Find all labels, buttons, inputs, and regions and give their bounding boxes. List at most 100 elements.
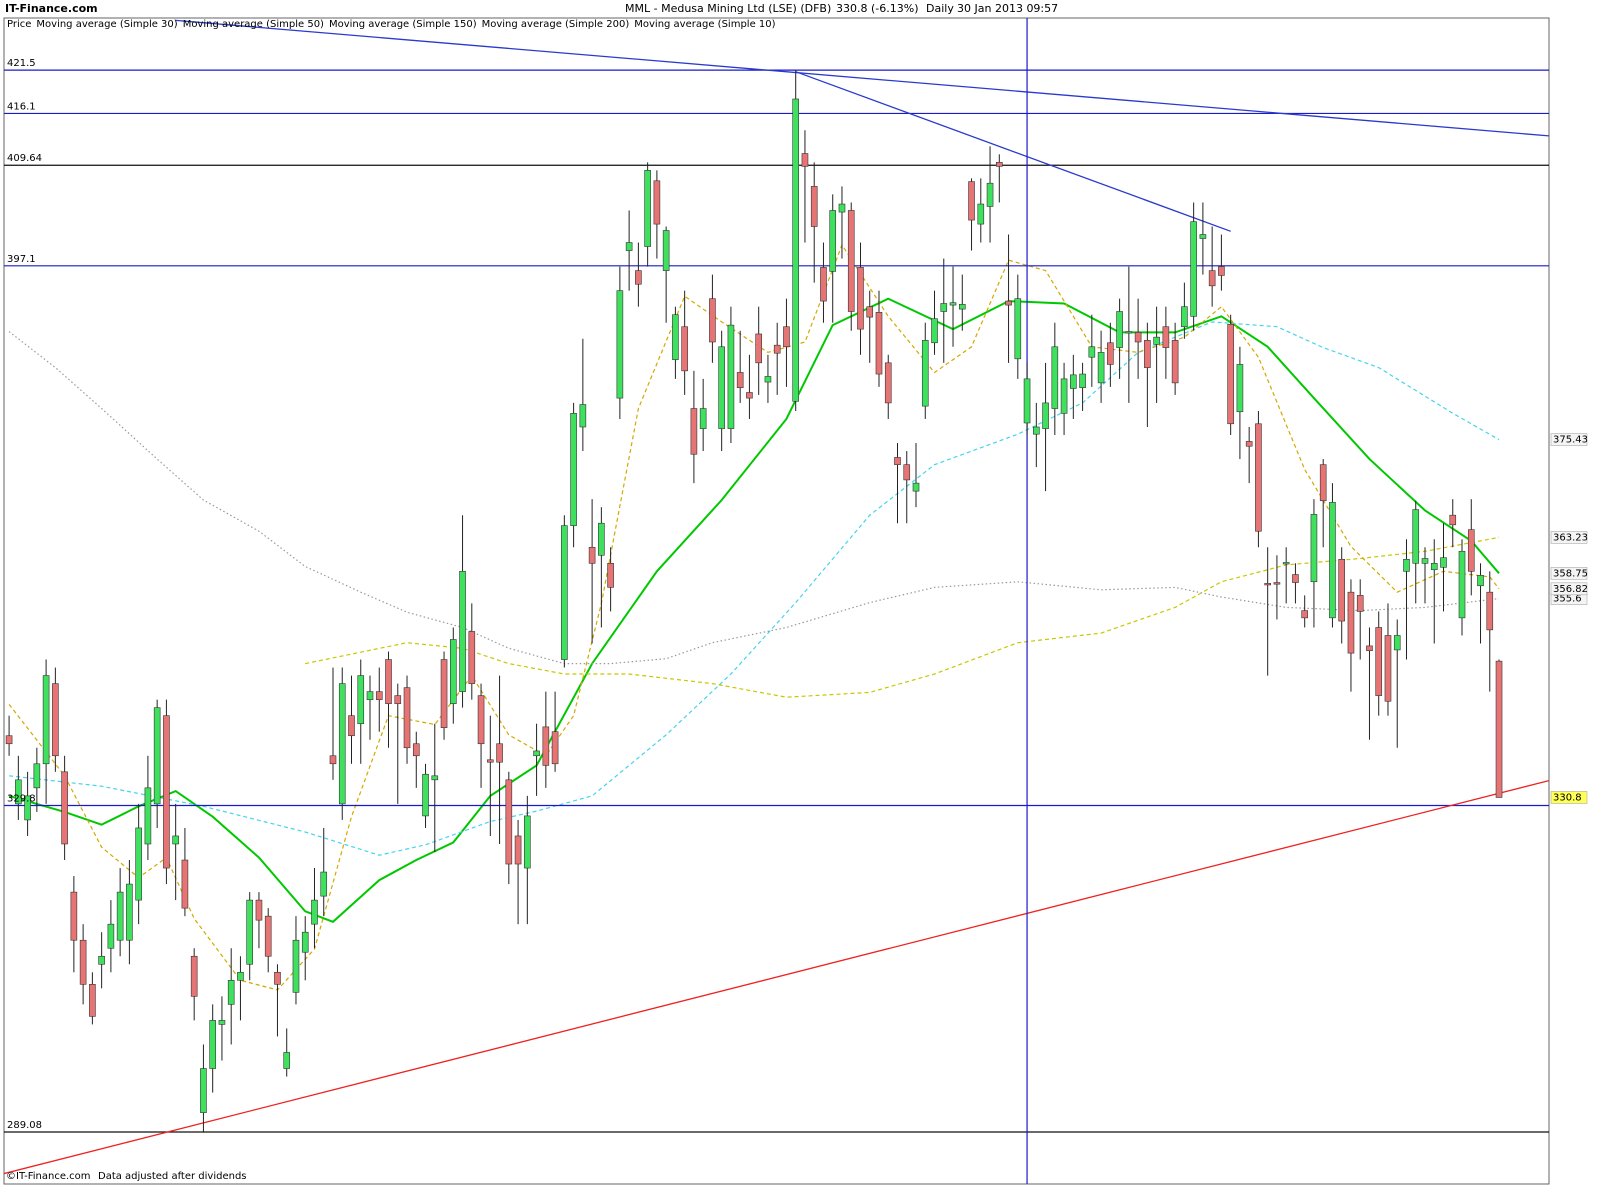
candle-body [635, 270, 642, 285]
candle-body [949, 302, 957, 306]
trendline [795, 71, 1231, 232]
trendline [175, 19, 1549, 137]
candle-body [1171, 340, 1179, 384]
overlays [4, 18, 1549, 1184]
candle-body [1107, 342, 1114, 365]
candle-body [1079, 373, 1086, 388]
candle-body [644, 170, 651, 247]
candle-body [70, 891, 78, 941]
candle-body [1005, 300, 1012, 306]
value-label: 363.23 [1553, 532, 1588, 543]
candle-body [1218, 266, 1225, 276]
value-box [1550, 567, 1588, 580]
candle-body [496, 743, 503, 763]
candle-body [533, 750, 540, 757]
candle-body [144, 787, 152, 845]
value-label: 358.75 [1553, 568, 1588, 579]
candle-body [1338, 558, 1346, 622]
legend-entry: Moving average (Simple 10) [634, 19, 775, 30]
legend-entry: Moving average (Simple 200) [482, 19, 630, 30]
candle-body [1301, 610, 1308, 619]
candle-body [1162, 326, 1170, 348]
candle-body [894, 457, 901, 465]
candle-body [1088, 346, 1096, 358]
legend-entry: Price [7, 19, 31, 30]
value-label: 330.8 [1553, 792, 1582, 803]
candle-body [52, 683, 59, 757]
candle-body [1477, 575, 1484, 587]
candle-body [1486, 591, 1494, 631]
candle-body [968, 181, 975, 221]
candle-body [1449, 514, 1457, 526]
candle-body [1033, 426, 1040, 435]
candle-body [625, 242, 633, 251]
candle-body [459, 571, 466, 692]
candle-body [1375, 627, 1383, 696]
candle-body [690, 408, 698, 455]
candle-body [348, 715, 355, 737]
candle-body [116, 891, 124, 941]
candle-body [1458, 550, 1466, 619]
labels: 421.5 416.1 409.64 397.1 329.8 289.08 Price Mov… [7, 19, 1588, 1131]
candle-body [1255, 423, 1262, 532]
candle-body [940, 303, 948, 312]
candle-body [172, 835, 179, 845]
legend-entry: Moving average (Simple 150) [329, 19, 477, 30]
candle-body [255, 899, 263, 921]
candle-body [1495, 660, 1503, 798]
candle-body [218, 1020, 226, 1025]
candle-body [1412, 509, 1420, 564]
candle-body [931, 318, 938, 344]
chart-title: MML - Medusa Mining Ltd (LSE) (DFB) [625, 2, 831, 15]
candle-body [588, 546, 596, 564]
candle-body [33, 763, 41, 789]
candle-body [403, 687, 411, 749]
candle-body [1153, 336, 1160, 345]
moving-average-line [9, 321, 1500, 856]
candle-body [385, 659, 392, 704]
candle-body [42, 675, 50, 765]
candle-body [662, 230, 670, 271]
candle-body [986, 182, 994, 207]
candle-body [163, 715, 170, 869]
candle-body [1347, 591, 1355, 654]
candle-body [311, 899, 318, 925]
moving-average-line [8, 243, 1500, 991]
candle-body [98, 955, 105, 965]
level-label: 329.8 [7, 793, 36, 804]
value-label: 356.82 [1553, 584, 1588, 595]
candle-body [1190, 221, 1197, 317]
candle-body [412, 743, 420, 757]
candle-body [514, 835, 522, 865]
moving-average-line [8, 297, 1500, 923]
level-label: 421.5 [7, 58, 36, 69]
candle-body [449, 639, 457, 704]
candle-body [209, 1020, 216, 1069]
candle-body [505, 779, 513, 865]
candle-body [1319, 464, 1327, 502]
candle-body [292, 939, 300, 993]
candle-body [699, 408, 707, 429]
candle-body [1430, 563, 1438, 571]
candle-body [681, 326, 688, 372]
header: IT-Finance.com MML - Medusa Mining Ltd (… [5, 2, 1058, 15]
level-label: 397.1 [7, 254, 36, 265]
candle-body [1134, 332, 1142, 343]
candle-body [1356, 595, 1364, 612]
candle-body [5, 735, 13, 745]
candle-body [227, 980, 235, 1005]
value-box [1550, 531, 1588, 544]
candle-body [1144, 340, 1151, 368]
candle-body [1051, 346, 1059, 409]
moving-average-line [8, 331, 1500, 665]
candle-body [89, 984, 96, 1017]
candle-body [1125, 331, 1133, 334]
candle-body [783, 326, 790, 348]
value-box [1550, 582, 1588, 596]
quote: 330.8 (-6.13%) [836, 2, 918, 15]
candle-body [1070, 374, 1077, 389]
candle-body [79, 939, 87, 985]
candle-body [15, 779, 22, 805]
